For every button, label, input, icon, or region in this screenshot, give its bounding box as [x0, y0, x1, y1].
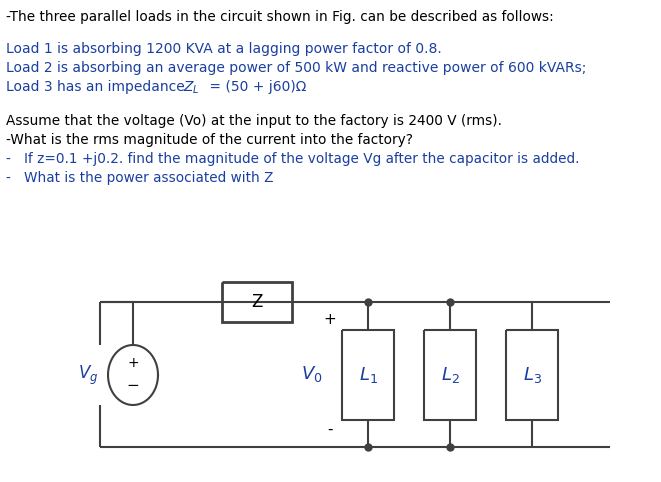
Text: $V_0$: $V_0$ — [301, 364, 323, 384]
Text: Load 1 is absorbing 1200 KVA at a lagging power factor of 0.8.: Load 1 is absorbing 1200 KVA at a laggin… — [6, 42, 442, 56]
Text: -   What is the power associated with Z: - What is the power associated with Z — [6, 171, 274, 185]
Text: +: + — [127, 356, 139, 370]
Text: Load 3 has an impedance: Load 3 has an impedance — [6, 80, 189, 94]
Text: -What is the rms magnitude of the current into the factory?: -What is the rms magnitude of the curren… — [6, 133, 413, 147]
Text: +: + — [324, 312, 336, 327]
Text: -   If z=0.1 +j0.2. find the magnitude of the voltage Vg after the capacitor is : - If z=0.1 +j0.2. find the magnitude of … — [6, 152, 580, 166]
Text: $L_3$: $L_3$ — [522, 365, 541, 385]
Text: -The three parallel loads in the circuit shown in Fig. can be described as follo: -The three parallel loads in the circuit… — [6, 10, 554, 24]
Text: Load 2 is absorbing an average power of 500 kW and reactive power of 600 kVARs;: Load 2 is absorbing an average power of … — [6, 61, 586, 75]
Text: = (50 + j60)Ω: = (50 + j60)Ω — [205, 80, 307, 94]
Text: Assume that the voltage (Vo) at the input to the factory is 2400 V (rms).: Assume that the voltage (Vo) at the inpu… — [6, 114, 502, 128]
Text: −: − — [127, 377, 139, 392]
Text: $Z_L$: $Z_L$ — [183, 80, 200, 96]
Text: $L_1$: $L_1$ — [358, 365, 377, 385]
Text: $V_g$: $V_g$ — [78, 363, 98, 387]
Text: -: - — [327, 421, 332, 437]
Text: $L_2$: $L_2$ — [441, 365, 459, 385]
Text: Z: Z — [251, 293, 262, 311]
